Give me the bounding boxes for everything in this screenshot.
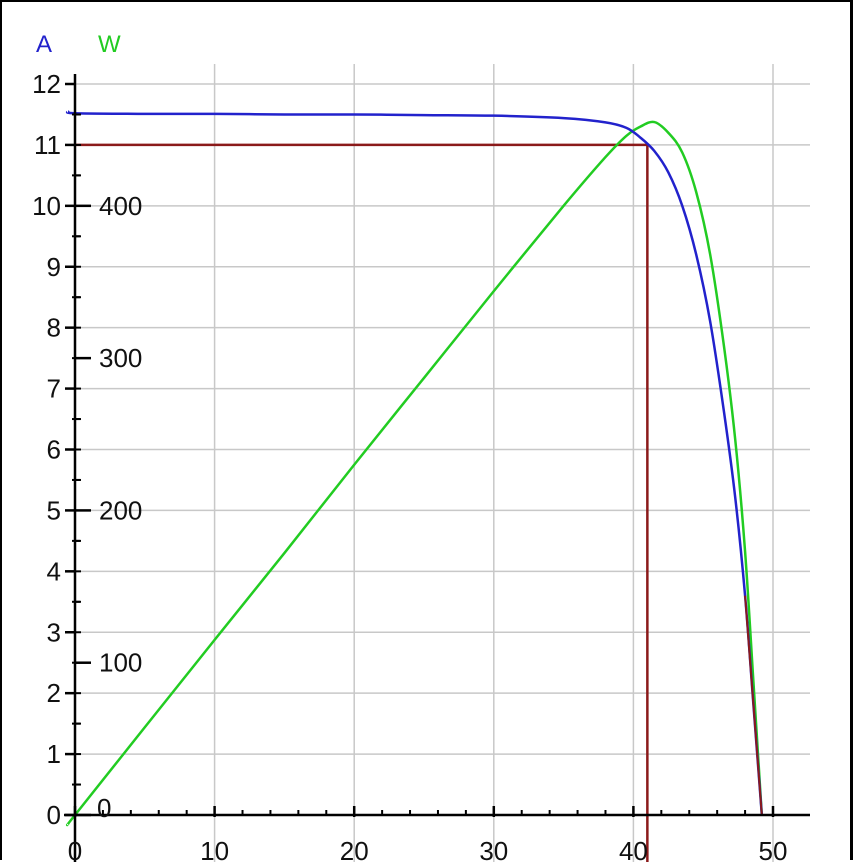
y-current-tick-label-3: 3 <box>47 617 61 647</box>
y-current-tick-label-4: 4 <box>47 556 61 586</box>
reference-lines <box>75 143 649 862</box>
legend-label-current: A <box>36 31 52 58</box>
y-current-tick-label-11: 11 <box>34 130 61 160</box>
y-current-tick-label-7: 7 <box>47 374 61 404</box>
y-current-tick-label-6: 6 <box>47 435 61 465</box>
y-current-tick-label-0: 0 <box>47 800 61 830</box>
y-power-tick-label-0: 0 <box>97 793 111 823</box>
grid <box>75 64 810 862</box>
legend: A W <box>36 31 121 58</box>
series-layer <box>65 110 764 827</box>
x-tick-label-20: 20 <box>340 836 369 862</box>
y-power-tick-label-400: 400 <box>99 191 142 221</box>
y-current-tick-label-10: 10 <box>32 191 61 221</box>
x-tick-label-40: 40 <box>619 836 648 862</box>
y-current-tick-label-5: 5 <box>47 495 61 525</box>
x-tick-label-0: 0 <box>68 836 82 862</box>
x-tick-label-30: 30 <box>479 836 508 862</box>
y-current-tick-label-2: 2 <box>47 678 61 708</box>
x-tick-label-50: 50 <box>759 836 788 862</box>
y-power-tick-label-300: 300 <box>99 343 142 373</box>
y-current-tick-label-9: 9 <box>47 252 61 282</box>
legend-label-power: W <box>98 31 121 58</box>
y-power-tick-label-200: 200 <box>99 495 142 525</box>
y-current-tick-label-12: 12 <box>32 69 61 99</box>
series-line-power <box>65 120 764 827</box>
series-tail-marker <box>744 595 763 816</box>
y-current-tick-label-1: 1 <box>47 739 61 769</box>
x-tick-label-10: 10 <box>200 836 229 862</box>
y-power-tick-label-100: 100 <box>99 648 142 678</box>
y-current-tick-label-8: 8 <box>47 313 61 343</box>
series-line-current <box>65 110 764 816</box>
